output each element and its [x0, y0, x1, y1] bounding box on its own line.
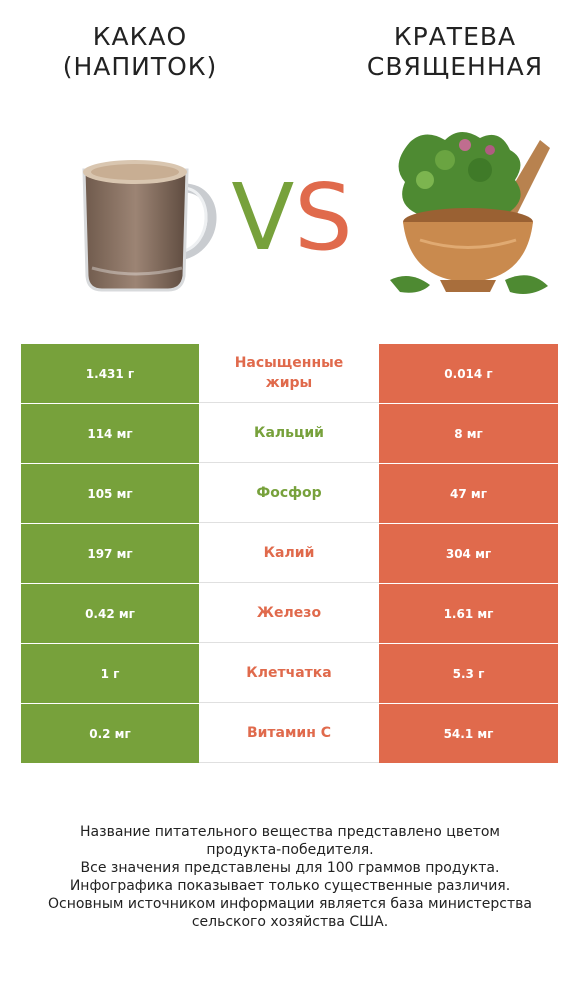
right-value-cell: 47 мг [379, 464, 558, 523]
footer-line-6: сельского хозяйства США. [191, 914, 389, 930]
nutrient-label: Фосфор [199, 464, 379, 523]
left-title-line-2: (НАПИТОК) [62, 52, 218, 81]
table-row: 1.431 г Насыщенные жиры 0.014 г [21, 344, 558, 404]
table-row: 105 мг Фосфор 47 мг [21, 464, 558, 524]
table-row: 0.42 мг Железо 1.61 мг [21, 584, 558, 644]
comparison-table: 1.431 г Насыщенные жиры 0.014 г 114 мг Кальци… [21, 344, 558, 764]
right-value-cell: 8 мг [379, 404, 558, 463]
right-title-line-2: СВЯЩЕННАЯ [366, 52, 544, 81]
table-row: 114 мг Кальций 8 мг [21, 404, 558, 464]
nutrient-label: Клетчатка [199, 644, 379, 703]
left-value-cell: 114 мг [21, 404, 199, 463]
nutrient-label: Калий [199, 524, 379, 583]
herb-mortar-image [390, 131, 550, 294]
left-title-line-1: КАКАО [92, 22, 188, 51]
right-value-cell: 304 мг [379, 524, 558, 583]
vs-letter-s: S [294, 164, 353, 271]
vs-letter-v: V [231, 164, 295, 271]
nutrient-label: Железо [199, 584, 379, 643]
nutrient-label: Кальций [199, 404, 379, 463]
right-value-cell: 1.61 мг [379, 584, 558, 643]
right-value-cell: 54.1 мг [379, 704, 558, 763]
cocoa-mug-image [82, 160, 217, 292]
footer-notes: Название питательного вещества представл… [20, 823, 560, 931]
left-product-title: КАКАО (НАПИТОК) [20, 22, 260, 82]
table-row: 1 г Клетчатка 5.3 г [21, 644, 558, 704]
footer-line-4: Инфографика показывает только существенн… [69, 878, 511, 894]
right-product-title: КРАТЕВА СВЯЩЕННАЯ [335, 22, 575, 82]
right-value-cell: 5.3 г [379, 644, 558, 703]
table-row: 197 мг Калий 304 мг [21, 524, 558, 584]
footer-line-5: Основным источником информации является … [48, 896, 532, 912]
left-value-cell: 105 мг [21, 464, 199, 523]
left-value-cell: 1 г [21, 644, 199, 703]
left-value-cell: 1.431 г [21, 344, 199, 403]
left-value-cell: 197 мг [21, 524, 199, 583]
footer-line-1: Название питательного вещества представл… [80, 824, 500, 840]
nutrient-label: Насыщенные жиры [199, 344, 379, 403]
table-row: 0.2 мг Витамин C 54.1 мг [21, 704, 558, 764]
left-value-cell: 0.2 мг [21, 704, 199, 763]
versus-label: VS [222, 163, 362, 273]
left-value-cell: 0.42 мг [21, 584, 199, 643]
footer-line-2: продукта-победителя. [206, 842, 374, 858]
footer-line-3: Все значения представлены для 100 граммо… [80, 860, 500, 876]
nutrient-label: Витамин C [199, 704, 379, 763]
right-title-line-1: КРАТЕВА [393, 22, 517, 51]
right-value-cell: 0.014 г [379, 344, 558, 403]
